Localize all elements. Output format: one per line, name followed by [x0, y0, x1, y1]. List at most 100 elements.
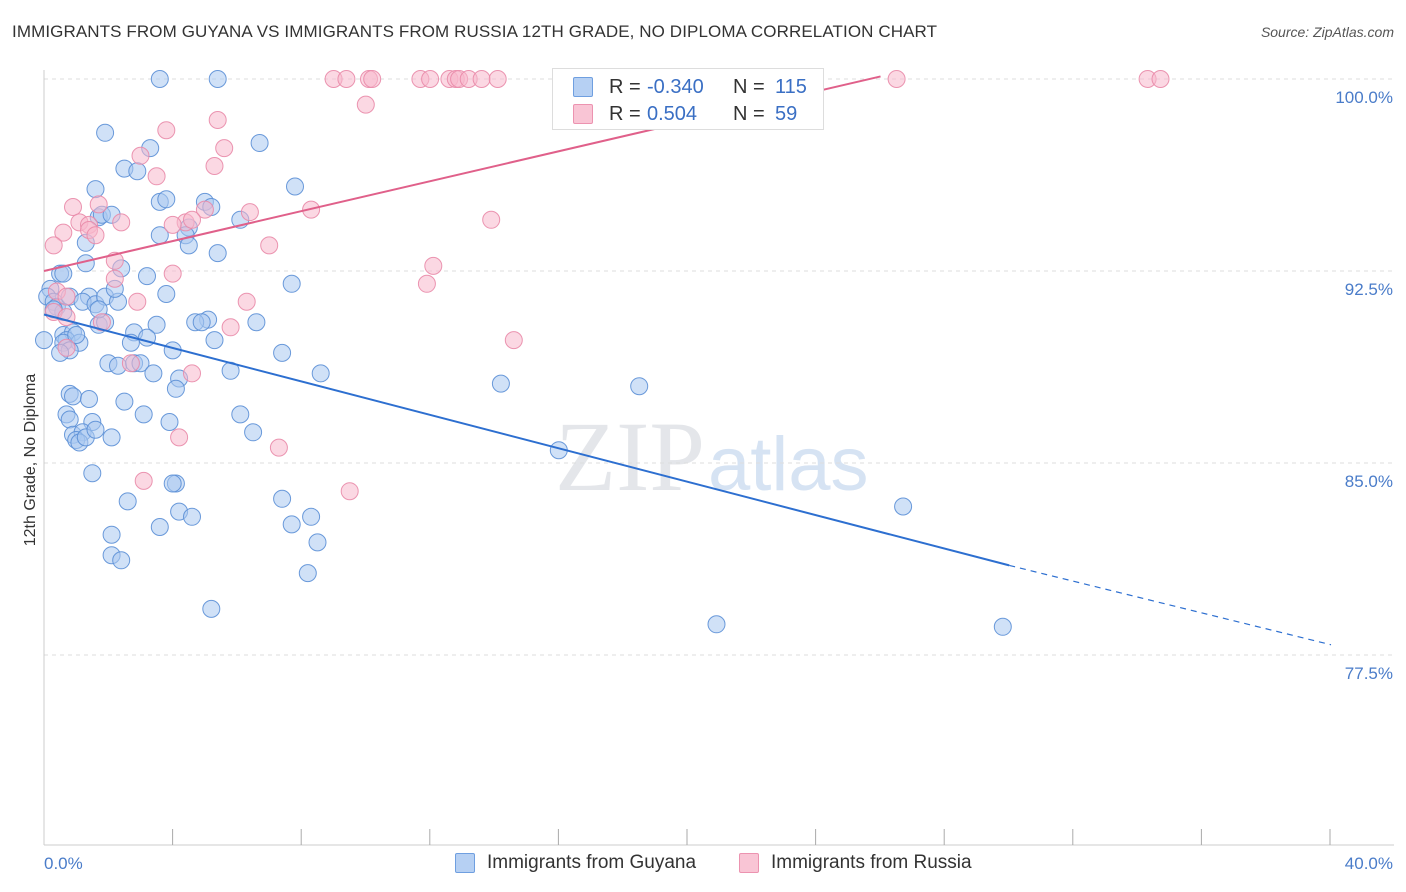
russia-point [183, 364, 201, 383]
russia-point [208, 111, 227, 129]
guyana-point [102, 525, 121, 544]
guyana-point [298, 564, 317, 583]
russia-point [269, 438, 288, 457]
legend-r-value: 0.504 [647, 103, 698, 125]
russia-point [121, 354, 140, 373]
russia-point [105, 251, 124, 270]
guyana-point [166, 379, 185, 398]
stats-legend: R = -0.340 N = 115 R = 0.504 N = 59 [552, 68, 824, 130]
guyana-point [282, 274, 301, 293]
russia-point [237, 292, 256, 311]
legend-r-label: R = [609, 103, 641, 125]
guyana-point [630, 377, 649, 396]
russia-point [89, 195, 108, 214]
russia-point [92, 313, 111, 332]
guyana-point [157, 285, 176, 303]
chart-title: IMMIGRANTS FROM GUYANA VS IMMIGRANTS FRO… [12, 22, 938, 41]
legend-swatch-guyana [455, 853, 475, 873]
russia-point [57, 308, 76, 327]
guyana-point [163, 474, 182, 493]
guyana-point [134, 405, 153, 424]
russia-point [157, 121, 176, 140]
russia-point [424, 256, 443, 275]
russia-point [363, 70, 382, 88]
guyana-point [208, 70, 227, 88]
guyana-point [183, 507, 201, 526]
russia-point [163, 264, 182, 283]
russia-point [131, 146, 150, 165]
guyana-point [118, 492, 137, 511]
watermark: ZIP atlas [555, 401, 869, 512]
legend-r-value: -0.340 [647, 76, 704, 98]
russia-point [337, 70, 356, 88]
guyana-point [54, 264, 73, 283]
russia-point [260, 236, 279, 255]
guyana-point [128, 162, 147, 181]
guyana-point [60, 410, 79, 429]
guyana-point [231, 405, 250, 424]
guyana-point [247, 313, 266, 332]
russia-point [170, 428, 189, 447]
russia-point [221, 318, 240, 337]
guyana-point [138, 267, 156, 286]
axes [43, 70, 1394, 846]
x-tick-label: 0.0% [44, 854, 83, 873]
legend-n-label: N = [733, 76, 765, 98]
russia-point [215, 139, 234, 158]
russia-point [112, 213, 131, 232]
guyana-trend-extension [1009, 564, 1332, 646]
watermark-atlas: atlas [708, 422, 869, 507]
russia-point [421, 70, 440, 88]
guyana-point [244, 423, 263, 442]
y-tick-label: 77.5% [1345, 664, 1393, 683]
guyana-point [160, 413, 179, 431]
legend-n-value: 115 [775, 76, 807, 98]
guyana-point [150, 70, 169, 88]
russia-point [147, 167, 166, 186]
russia-point [482, 210, 501, 229]
legend-label-guyana: Immigrants from Guyana [487, 852, 697, 873]
guyana-point [102, 428, 121, 447]
guyana-point [150, 518, 169, 536]
russia-point [417, 274, 436, 293]
russia-point [1151, 70, 1170, 88]
guyana-point [205, 331, 224, 350]
legend-swatch-russia [739, 853, 759, 873]
guyana-point [192, 313, 211, 332]
trend-lines [43, 75, 1332, 646]
guyana-point [144, 364, 163, 383]
guyana-point [894, 497, 913, 516]
guyana-point [202, 599, 221, 618]
guyana-point [35, 331, 53, 350]
russia-point [340, 482, 359, 501]
russia-point [356, 95, 375, 114]
legend-swatch-guyana [573, 77, 593, 97]
guyana-point [273, 489, 292, 508]
tick-labels: 77.5% 85.0% 92.5% 100.0% 0.0% 40.0% [44, 88, 1393, 873]
legend-swatch-russia [573, 104, 593, 124]
source-label: Source: ZipAtlas.com [1260, 24, 1394, 40]
guyana-point [115, 392, 134, 411]
russia-point [163, 215, 182, 234]
legend-row-guyana: R = -0.340 N = 115 [553, 74, 823, 100]
russia-point [86, 226, 105, 245]
russia-point [472, 70, 491, 88]
x-tick-label: 40.0% [1345, 854, 1393, 873]
guyana-point [282, 515, 301, 534]
russia-point [134, 471, 153, 490]
guyana-point [311, 364, 330, 383]
guyana-point [208, 244, 227, 263]
guyana-point [302, 507, 321, 526]
russia-point [64, 198, 82, 216]
guyana-point [707, 615, 726, 634]
guyana-point [491, 374, 510, 393]
russia-point [57, 287, 76, 306]
russia-point [105, 269, 124, 288]
legend-n-label: N = [733, 103, 765, 125]
guyana-point [308, 533, 327, 552]
legend-n-value: 59 [775, 103, 798, 125]
guyana-point [86, 180, 105, 199]
russia-point [504, 331, 523, 350]
watermark-zip: ZIP [555, 401, 705, 512]
